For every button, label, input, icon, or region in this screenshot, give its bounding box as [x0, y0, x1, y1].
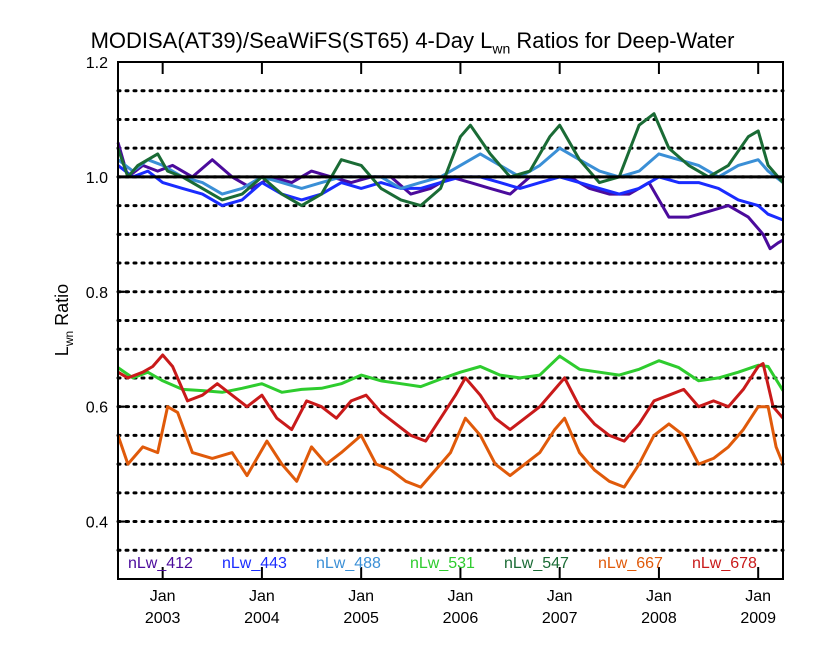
series-line-nlw-547 [116, 112, 785, 208]
legend-item-nlw-547: nLw_547 [504, 555, 569, 572]
legend-item-nlw-412: nLw_412 [128, 555, 193, 572]
series-line-nlw-531 [117, 354, 785, 394]
y-axis-label: Lwn Ratio [52, 284, 76, 356]
x-tick-label-year: 2003 [145, 610, 181, 627]
x-tick-label-year: 2008 [641, 610, 677, 627]
x-tick-label-month: Jan [150, 588, 176, 605]
y-tick-label: 0.8 [86, 285, 108, 302]
x-tick-label-year: 2006 [443, 610, 479, 627]
y-axis-label-subscript: wn [62, 331, 76, 347]
y-axis-label-main: L [52, 346, 72, 356]
series-line-nlw-412 [116, 141, 784, 251]
x-tick-label-year: 2009 [740, 610, 776, 627]
series-line-nlw-443 [117, 164, 784, 222]
x-tick-label-month: Jan [646, 588, 672, 605]
legend-item-nlw-678: nLw_678 [692, 555, 757, 572]
x-tick-label-year: 2004 [244, 610, 280, 627]
plot-frame [117, 61, 784, 580]
chart-title-main: MODISA(AT39)/SeaWiFS(ST65) 4-Day L [90, 28, 493, 53]
chart-title-subscript: wn [492, 40, 511, 57]
y-tick-label: 1.0 [86, 170, 108, 187]
chart-title-rest: Ratios for Deep-Water [510, 28, 735, 53]
y-tick-label: 0.4 [86, 515, 108, 532]
x-tick-label-year: 2007 [542, 610, 578, 627]
x-tick-label-month: Jan [547, 588, 573, 605]
chart-title: MODISA(AT39)/SeaWiFS(ST65) 4-Day Lwn Rat… [0, 28, 825, 56]
series-lines [116, 112, 785, 489]
legend-item-nlw-531: nLw_531 [410, 555, 475, 572]
y-tick-label: 1.2 [86, 55, 108, 72]
x-tick-label-year: 2005 [343, 610, 379, 627]
axis-ticks: 0.4 0.6 0.8 1.0 1.2 Jan 2003 Jan 2004 Jan 2005 Jan 2… [86, 55, 783, 627]
series-line-nlw-488 [117, 146, 784, 196]
legend-item-nlw-488: nLw_488 [316, 555, 381, 572]
legend-item-nlw-443: nLw_443 [222, 555, 287, 572]
x-tick-label-month: Jan [348, 588, 374, 605]
x-tick-label-month: Jan [249, 588, 275, 605]
y-axis-label-rest: Ratio [52, 284, 72, 331]
series-line-nlw-667 [116, 405, 785, 489]
series-line-nlw-678 [117, 353, 785, 443]
y-tick-label: 0.6 [86, 400, 108, 417]
x-tick-label-month: Jan [745, 588, 771, 605]
legend-item-nlw-667: nLw_667 [598, 555, 663, 572]
legend: nLw_412 nLw_443 nLw_488 nLw_531 nLw_547 nLw_6… [128, 555, 757, 572]
x-tick-label-month: Jan [448, 588, 474, 605]
